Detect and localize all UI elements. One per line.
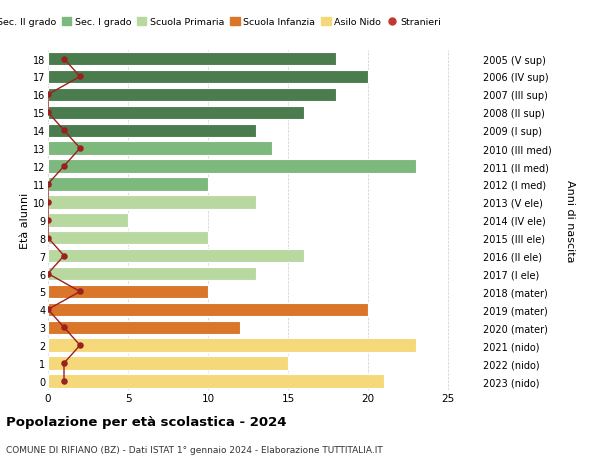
Bar	[48, 196, 256, 209]
Point	[43, 306, 53, 313]
Bar	[48, 178, 208, 191]
Point	[75, 288, 85, 296]
Point	[75, 73, 85, 81]
Bar	[48, 71, 368, 84]
Bar	[48, 53, 336, 66]
Point	[43, 199, 53, 206]
Bar	[48, 303, 368, 316]
Point	[43, 235, 53, 242]
Point	[59, 56, 69, 63]
Bar	[48, 142, 272, 156]
Point	[59, 324, 69, 331]
Point	[43, 217, 53, 224]
Bar	[48, 321, 240, 334]
Bar	[48, 249, 304, 263]
Point	[75, 342, 85, 349]
Bar	[48, 106, 304, 120]
Point	[59, 360, 69, 367]
Text: Popolazione per età scolastica - 2024: Popolazione per età scolastica - 2024	[6, 415, 287, 428]
Point	[59, 127, 69, 134]
Legend: Sec. II grado, Sec. I grado, Scuola Primaria, Scuola Infanzia, Asilo Nido, Stran: Sec. II grado, Sec. I grado, Scuola Prim…	[0, 14, 445, 31]
Bar	[48, 89, 336, 102]
Text: COMUNE DI RIFIANO (BZ) - Dati ISTAT 1° gennaio 2024 - Elaborazione TUTTITALIA.IT: COMUNE DI RIFIANO (BZ) - Dati ISTAT 1° g…	[6, 445, 383, 454]
Bar	[48, 213, 128, 227]
Point	[59, 163, 69, 170]
Point	[43, 91, 53, 99]
Bar	[48, 231, 208, 245]
Bar	[48, 124, 256, 138]
Bar	[48, 267, 256, 280]
Bar	[48, 375, 384, 388]
Point	[43, 181, 53, 188]
Y-axis label: Anni di nascita: Anni di nascita	[565, 179, 575, 262]
Point	[75, 145, 85, 152]
Y-axis label: Età alunni: Età alunni	[20, 192, 30, 248]
Bar	[48, 357, 288, 370]
Point	[59, 252, 69, 260]
Bar	[48, 160, 416, 174]
Point	[43, 109, 53, 117]
Point	[43, 270, 53, 278]
Bar	[48, 339, 416, 352]
Bar	[48, 285, 208, 298]
Point	[59, 378, 69, 385]
